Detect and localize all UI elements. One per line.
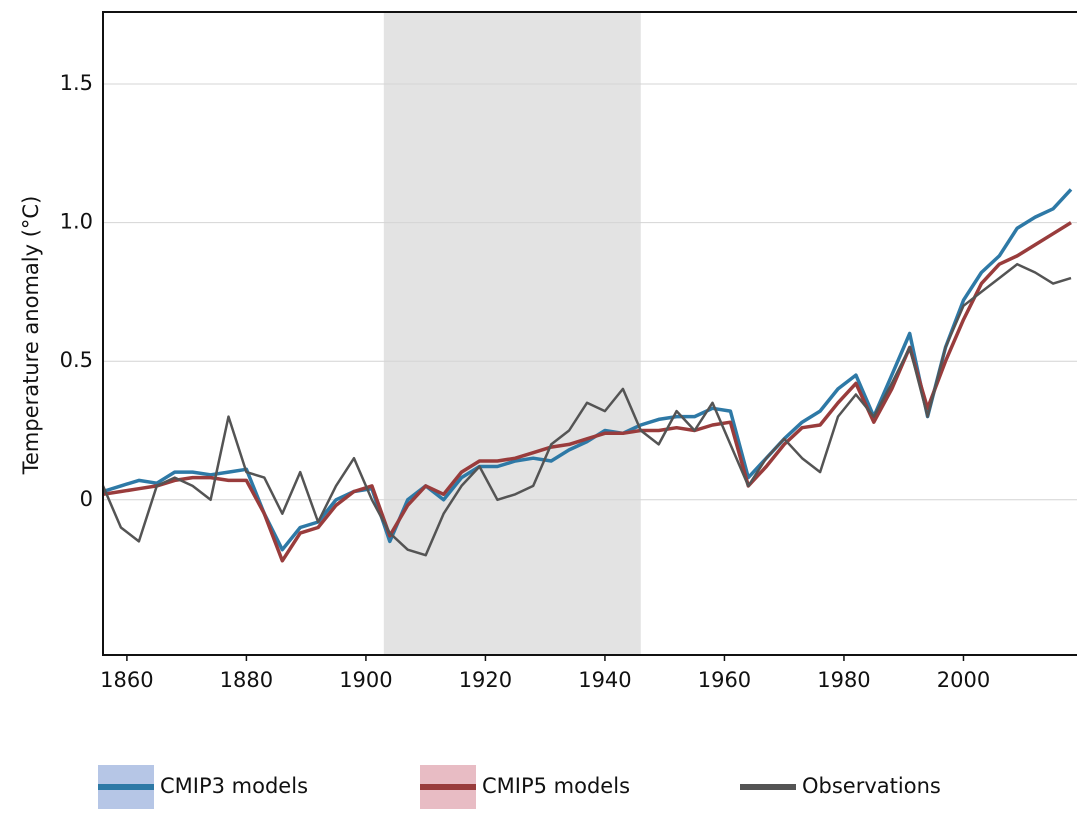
legend-label: Observations <box>802 774 941 798</box>
y-tick-label: 1.0 <box>60 210 93 234</box>
x-tick-label: 1940 <box>578 668 631 692</box>
x-tick-label: 1900 <box>339 668 392 692</box>
axis-frame <box>102 11 1077 656</box>
series-line <box>101 262 1072 557</box>
shaded-period <box>383 12 641 655</box>
x-tick-label: 2000 <box>937 668 990 692</box>
y-tick-label: 0.5 <box>60 348 93 372</box>
y-tick-label: 0 <box>80 487 93 511</box>
x-tick-label: 1880 <box>220 668 273 692</box>
y-axis-label: Temperature anomaly (°C) <box>19 196 43 476</box>
x-tick-label: 1860 <box>100 668 153 692</box>
x-tick-label: 1960 <box>698 668 751 692</box>
legend-label: CMIP5 models <box>482 774 630 798</box>
legend-label: CMIP3 models <box>160 774 308 798</box>
y-tick-label: 1.5 <box>60 71 93 95</box>
x-tick-label: 1920 <box>459 668 512 692</box>
x-tick-label: 1980 <box>817 668 870 692</box>
